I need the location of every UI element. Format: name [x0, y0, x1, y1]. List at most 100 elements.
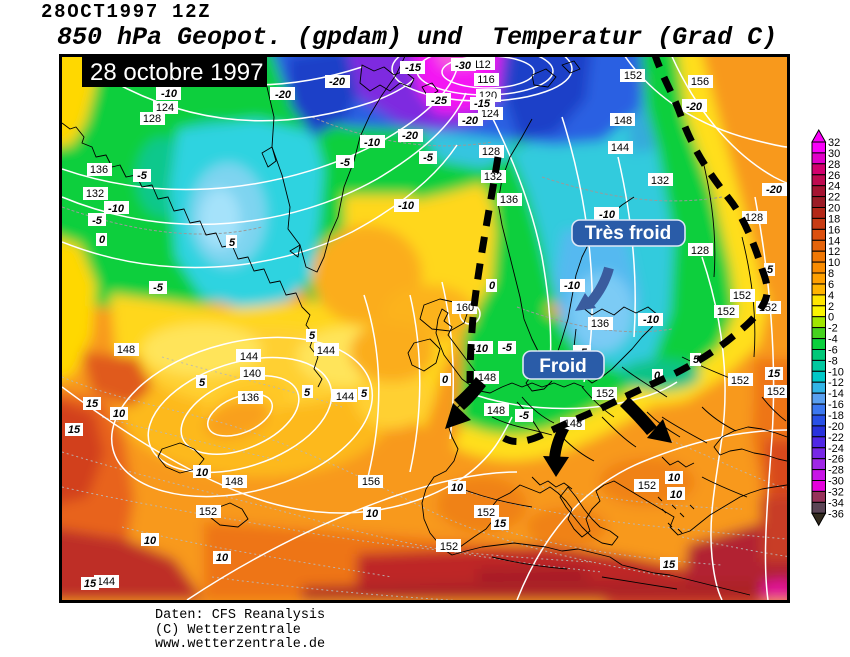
- svg-text:-6: -6: [828, 345, 838, 357]
- svg-text:-10: -10: [564, 280, 581, 292]
- svg-text:15: 15: [768, 368, 781, 380]
- svg-text:112: 112: [473, 59, 491, 71]
- svg-text:-16: -16: [828, 399, 844, 411]
- svg-text:-28: -28: [828, 465, 844, 477]
- svg-text:148: 148: [117, 344, 135, 356]
- svg-text:5: 5: [361, 388, 368, 400]
- svg-text:10: 10: [113, 408, 126, 420]
- svg-text:15: 15: [68, 424, 81, 436]
- svg-text:10: 10: [668, 472, 681, 484]
- svg-text:152: 152: [440, 541, 458, 553]
- svg-text:8: 8: [828, 268, 834, 280]
- svg-text:136: 136: [241, 392, 259, 404]
- svg-text:32: 32: [828, 137, 840, 149]
- svg-text:2: 2: [828, 301, 834, 313]
- svg-text:148: 148: [614, 115, 632, 127]
- svg-text:15: 15: [84, 578, 97, 590]
- svg-text:0: 0: [828, 312, 834, 324]
- svg-text:-5: -5: [519, 410, 530, 422]
- svg-text:0: 0: [489, 280, 496, 292]
- svg-text:-36: -36: [828, 508, 844, 520]
- svg-text:144: 144: [336, 391, 354, 403]
- svg-text:Très froid: Très froid: [585, 223, 672, 244]
- svg-text:-30: -30: [828, 476, 844, 488]
- svg-text:156: 156: [362, 476, 380, 488]
- svg-text:128: 128: [143, 113, 161, 125]
- svg-text:-2: -2: [828, 323, 838, 335]
- svg-text:-5: -5: [502, 342, 513, 354]
- svg-text:10: 10: [216, 552, 229, 564]
- svg-text:-12: -12: [828, 377, 844, 389]
- svg-text:5: 5: [199, 377, 206, 389]
- svg-text:144: 144: [97, 576, 115, 588]
- svg-text:152: 152: [199, 506, 217, 518]
- svg-text:-15: -15: [474, 98, 491, 110]
- svg-text:6: 6: [828, 279, 834, 291]
- svg-text:-32: -32: [828, 486, 844, 498]
- svg-text:-10: -10: [398, 200, 415, 212]
- svg-text:-4: -4: [828, 334, 838, 346]
- svg-text:10: 10: [451, 482, 464, 494]
- svg-text:-5: -5: [92, 215, 103, 227]
- svg-text:160: 160: [456, 302, 474, 314]
- svg-text:132: 132: [484, 171, 502, 183]
- svg-text:152: 152: [477, 507, 495, 519]
- svg-text:28: 28: [828, 159, 840, 171]
- svg-text:20: 20: [828, 203, 840, 215]
- svg-text:-10: -10: [108, 203, 125, 215]
- svg-text:116: 116: [477, 74, 495, 86]
- svg-text:132: 132: [651, 175, 669, 187]
- svg-text:-34: -34: [828, 497, 844, 509]
- svg-text:-20: -20: [329, 76, 346, 88]
- svg-text:26: 26: [828, 170, 840, 182]
- svg-text:5: 5: [767, 264, 774, 276]
- svg-text:16: 16: [828, 224, 840, 236]
- svg-text:0: 0: [442, 374, 449, 386]
- svg-text:136: 136: [500, 194, 518, 206]
- svg-text:144: 144: [240, 351, 258, 363]
- svg-text:-20: -20: [828, 421, 844, 433]
- svg-text:-15: -15: [405, 62, 422, 74]
- svg-text:5: 5: [309, 330, 316, 342]
- svg-text:12: 12: [828, 246, 840, 258]
- svg-text:128: 128: [745, 212, 763, 224]
- svg-text:-30: -30: [455, 60, 472, 72]
- svg-text:10: 10: [828, 257, 840, 269]
- svg-text:-10: -10: [161, 88, 178, 100]
- svg-text:144: 144: [611, 142, 629, 154]
- svg-text:144: 144: [317, 345, 335, 357]
- svg-text:-24: -24: [828, 443, 844, 455]
- svg-text:-20: -20: [402, 130, 419, 142]
- svg-text:14: 14: [828, 235, 840, 247]
- svg-text:156: 156: [691, 76, 709, 88]
- svg-text:152: 152: [733, 290, 751, 302]
- svg-text:-22: -22: [828, 432, 844, 444]
- svg-text:152: 152: [596, 388, 614, 400]
- svg-text:22: 22: [828, 192, 840, 204]
- svg-text:5: 5: [693, 354, 700, 366]
- svg-text:-10: -10: [472, 343, 489, 355]
- svg-text:18: 18: [828, 213, 840, 225]
- svg-text:140: 140: [243, 368, 261, 380]
- svg-text:-10: -10: [599, 209, 616, 221]
- svg-text:15: 15: [663, 559, 676, 571]
- svg-text:4: 4: [828, 290, 834, 302]
- svg-text:148: 148: [225, 476, 243, 488]
- svg-text:124: 124: [481, 108, 499, 120]
- svg-text:-20: -20: [766, 184, 783, 196]
- svg-text:-5: -5: [423, 152, 434, 164]
- svg-text:-26: -26: [828, 454, 844, 466]
- svg-text:15: 15: [86, 398, 99, 410]
- svg-text:-18: -18: [828, 410, 844, 422]
- svg-text:-5: -5: [153, 282, 164, 294]
- svg-text:-14: -14: [828, 388, 844, 400]
- svg-text:132: 132: [86, 188, 104, 200]
- svg-text:128: 128: [482, 146, 500, 158]
- svg-text:-5: -5: [340, 157, 351, 169]
- svg-text:15: 15: [494, 518, 507, 530]
- svg-text:-20: -20: [462, 115, 479, 127]
- svg-text:136: 136: [591, 318, 609, 330]
- svg-text:152: 152: [638, 480, 656, 492]
- svg-text:-10: -10: [643, 314, 660, 326]
- svg-text:Froid: Froid: [539, 356, 587, 377]
